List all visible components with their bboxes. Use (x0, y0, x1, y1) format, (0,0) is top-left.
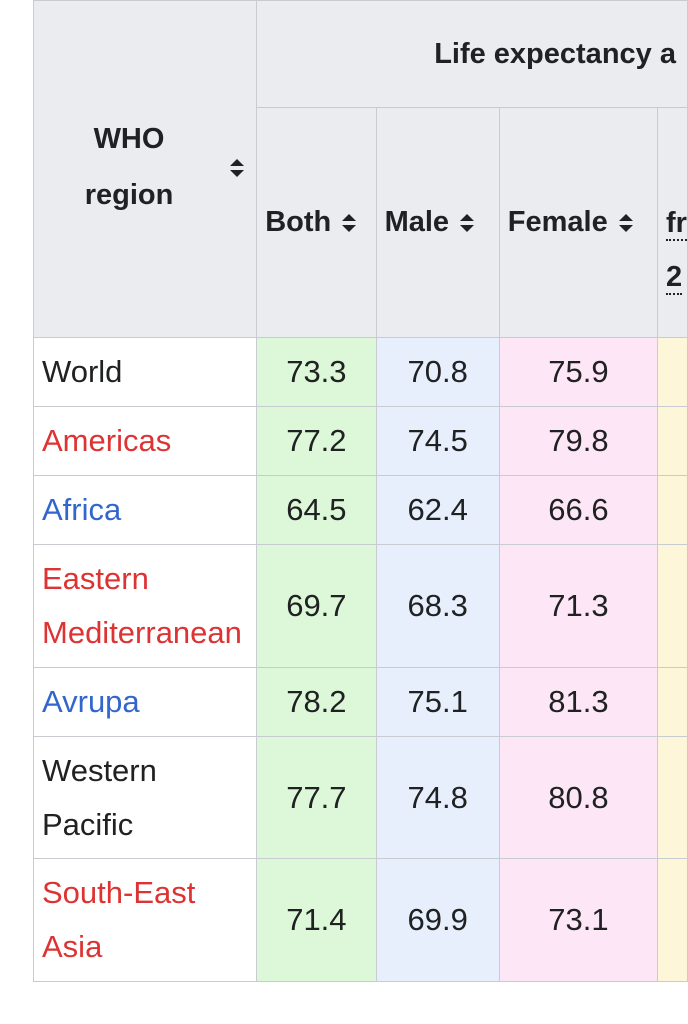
female-value: 75.9 (498, 337, 659, 407)
extra-value-cell (657, 406, 688, 476)
female-value: 79.8 (498, 406, 659, 476)
column-header-male-label: Male (384, 206, 450, 238)
male-value: 70.8 (375, 337, 500, 407)
region-label-line2: Pacific (42, 806, 134, 842)
region-label-line2: Mediterranean (42, 615, 242, 650)
column-header-both[interactable]: Both (256, 107, 377, 338)
both-value: 69.7 (256, 544, 377, 668)
sort-updown-icon[interactable] (341, 213, 357, 233)
both-value: 77.2 (256, 406, 377, 476)
region-link-eastern-mediterranean[interactable]: Eastern Mediterranean (42, 561, 242, 650)
column-header-extra-line1: fr (666, 207, 687, 241)
male-value: 68.3 (375, 544, 500, 668)
female-value: 73.1 (498, 858, 659, 982)
region-cell: Americas (32, 406, 258, 476)
region-label-line2: Asia (42, 929, 103, 964)
table-row: World 73.3 70.8 75.9 (32, 337, 688, 407)
region-label-line1: Eastern (42, 561, 149, 596)
who-region-header-line1: WHO (93, 123, 165, 155)
life-expectancy-group-header: Life expectancy a (256, 0, 688, 108)
region-label-line1: South-East (42, 875, 196, 910)
life-expectancy-table: WHO region Life expectancy a Both Male (32, 0, 688, 982)
female-value: 80.8 (498, 736, 659, 859)
column-header-extra-partial[interactable]: fr 2 (657, 107, 688, 338)
region-label-line1: Western (42, 752, 157, 788)
both-value: 71.4 (256, 858, 377, 982)
extra-value-cell (657, 667, 688, 737)
table-row: Eastern Mediterranean 69.7 68.3 71.3 (32, 544, 688, 668)
column-header-female-label: Female (507, 206, 608, 238)
region-cell: World (32, 337, 258, 407)
both-value: 64.5 (256, 475, 377, 545)
column-header-both-label: Both (265, 206, 332, 238)
who-region-header-line2: region (84, 179, 174, 211)
table-row: Western Pacific 77.7 74.8 80.8 (32, 736, 688, 859)
region-link-americas[interactable]: Americas (42, 423, 172, 458)
region-link-africa[interactable]: Africa (42, 492, 122, 527)
who-region-header[interactable]: WHO region (32, 0, 258, 338)
male-value: 74.5 (375, 406, 500, 476)
region-cell: Avrupa (32, 667, 258, 737)
column-header-male[interactable]: Male (375, 107, 500, 338)
table-row: Africa 64.5 62.4 66.6 (32, 475, 688, 545)
extra-value-cell (657, 337, 688, 407)
extra-value-cell (657, 858, 688, 982)
table-row: Avrupa 78.2 75.1 81.3 (32, 667, 688, 737)
life-expectancy-table-container: WHO region Life expectancy a Both Male (32, 0, 688, 982)
female-value: 81.3 (498, 667, 659, 737)
sort-updown-icon[interactable] (618, 213, 634, 233)
table-row: South-East Asia 71.4 69.9 73.1 (32, 858, 688, 982)
male-value: 62.4 (375, 475, 500, 545)
both-value: 73.3 (256, 337, 377, 407)
male-value: 74.8 (375, 736, 500, 859)
region-label: World (42, 354, 123, 389)
female-value: 66.6 (498, 475, 659, 545)
column-header-female[interactable]: Female (498, 107, 659, 338)
both-value: 78.2 (256, 667, 377, 737)
region-cell: Africa (32, 475, 258, 545)
region-cell: Eastern Mediterranean (32, 544, 258, 668)
male-value: 75.1 (375, 667, 500, 737)
both-value: 77.7 (256, 736, 377, 859)
male-value: 69.9 (375, 858, 500, 982)
extra-value-cell (657, 544, 688, 668)
female-value: 71.3 (498, 544, 659, 668)
region-cell: Western Pacific (32, 736, 258, 859)
region-label-western-pacific: Western Pacific (42, 753, 157, 842)
extra-value-cell (657, 475, 688, 545)
region-cell: South-East Asia (32, 858, 258, 982)
extra-value-cell (657, 736, 688, 859)
region-link-south-east-asia[interactable]: South-East Asia (42, 875, 195, 964)
sort-updown-icon[interactable] (459, 213, 475, 233)
sort-updown-icon[interactable] (229, 153, 245, 186)
column-header-extra-line2: 2 (666, 261, 683, 295)
region-link-avrupa[interactable]: Avrupa (42, 684, 140, 719)
table-row: Americas 77.2 74.5 79.8 (32, 406, 688, 476)
life-expectancy-group-label: Life expectancy a (434, 37, 676, 70)
